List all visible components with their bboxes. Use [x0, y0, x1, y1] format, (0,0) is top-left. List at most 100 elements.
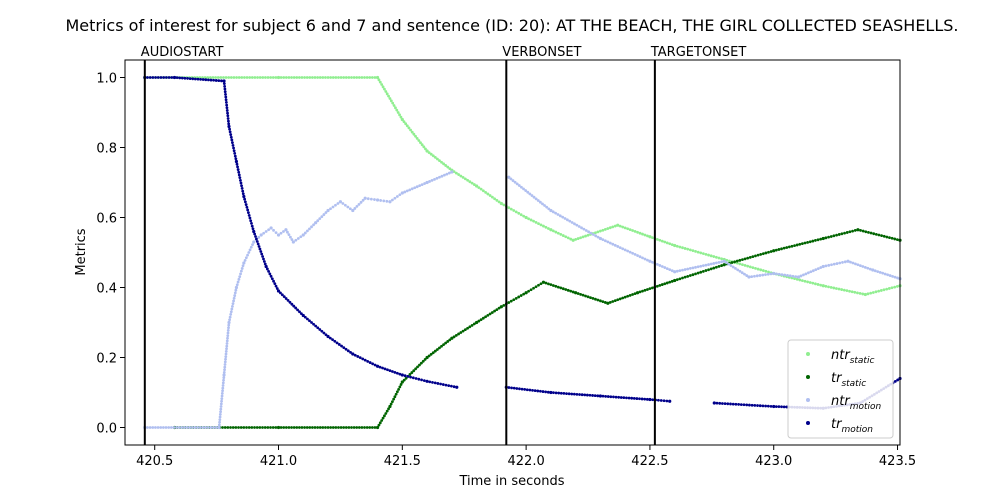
data-point-interp — [728, 259, 731, 263]
data-point — [264, 264, 268, 269]
data-point-interp — [869, 231, 873, 235]
data-point-interp — [579, 292, 582, 296]
x-tick-label: 423.0 — [755, 454, 792, 469]
data-point-interp — [349, 351, 352, 354]
data-point-interp — [887, 287, 891, 290]
data-point-interp — [410, 187, 414, 191]
data-point-interp — [586, 233, 590, 237]
data-point-interp — [237, 173, 241, 177]
data-point-interp — [686, 247, 690, 251]
data-point — [821, 236, 825, 241]
data-point-interp — [329, 76, 333, 79]
data-point-interp — [621, 247, 625, 251]
data-point-interp — [522, 187, 525, 191]
data-point-interp — [712, 255, 716, 258]
data-point-interp — [665, 399, 669, 403]
data-point-interp — [395, 371, 399, 375]
data-point-interp — [764, 251, 768, 255]
data-point-interp — [829, 235, 833, 238]
data-point — [227, 320, 231, 325]
data-point-interp — [726, 402, 730, 406]
data-point — [400, 373, 404, 377]
data-point-interp — [229, 313, 233, 316]
data-point-interp — [835, 233, 838, 237]
data-point-interp — [381, 85, 385, 89]
data-point-interp — [236, 280, 240, 284]
data-point — [284, 228, 288, 232]
data-point-interp — [569, 237, 573, 241]
data-point-interp — [544, 225, 548, 229]
data-point-interp — [544, 390, 548, 394]
data-point-interp — [223, 426, 227, 429]
data-point-interp — [808, 281, 812, 284]
data-point-interp — [169, 426, 173, 429]
data-point-interp — [359, 200, 363, 204]
data-point-interp — [258, 426, 262, 429]
data-point-interp — [287, 426, 291, 429]
data-point-interp — [224, 357, 227, 361]
data-point-interp — [554, 391, 558, 395]
data-point-interp — [159, 426, 163, 429]
data-point-interp — [393, 395, 397, 399]
data-point-interp — [591, 394, 594, 397]
data-point-interp — [418, 184, 422, 188]
data-point-interp — [241, 192, 245, 196]
data-point-interp — [512, 298, 516, 302]
data-point-interp — [196, 77, 200, 81]
data-point-interp — [511, 179, 515, 182]
data-point-interp — [880, 234, 883, 238]
data-point-interp — [561, 215, 565, 219]
data-point-interp — [435, 157, 439, 161]
data-point-interp — [527, 289, 530, 293]
data-point-interp — [211, 76, 215, 79]
data-point-interp — [769, 272, 773, 276]
data-point-interp — [337, 426, 340, 429]
data-point-interp — [470, 181, 474, 185]
data-point-interp — [245, 426, 248, 429]
data-point-interp — [646, 234, 649, 238]
data-point-interp — [167, 426, 171, 429]
data-point — [400, 191, 404, 195]
data-point-interp — [529, 288, 533, 292]
data-point-interp — [585, 393, 589, 397]
data-point-interp — [843, 260, 847, 264]
data-point — [673, 243, 677, 248]
data-point — [450, 170, 454, 174]
data-point-interp — [641, 289, 644, 293]
data-point-interp — [388, 97, 392, 100]
data-point-interp — [533, 389, 537, 393]
data-point-interp — [151, 76, 155, 79]
data-point-interp — [633, 230, 637, 233]
data-point-interp — [333, 339, 337, 343]
data-point — [351, 352, 355, 356]
data-point-interp — [248, 76, 252, 79]
data-point-interp — [517, 211, 521, 215]
data-point-interp — [631, 251, 634, 255]
data-point-interp — [584, 229, 588, 232]
data-point-interp — [827, 263, 831, 267]
data-point-interp — [628, 250, 632, 254]
data-point-interp — [811, 281, 815, 285]
data-point-interp — [373, 198, 376, 201]
data-point-interp — [232, 296, 236, 300]
data-point-interp — [788, 274, 792, 278]
data-point-interp — [303, 315, 307, 319]
data-point-interp — [234, 157, 238, 161]
data-point-interp — [608, 226, 612, 230]
data-point-interp — [447, 384, 451, 388]
data-point-interp — [507, 386, 511, 389]
data-point-interp — [299, 235, 303, 239]
data-point-interp — [495, 198, 499, 202]
data-point — [375, 425, 380, 430]
data-point-interp — [445, 172, 449, 176]
data-point-interp — [218, 412, 222, 416]
data-point-interp — [219, 410, 222, 414]
data-point-interp — [701, 252, 705, 256]
data-point-interp — [148, 76, 152, 79]
data-point-interp — [439, 382, 442, 386]
data-point-interp — [750, 403, 754, 407]
data-point-interp — [282, 295, 286, 299]
data-point-interp — [253, 426, 256, 429]
data-point-interp — [444, 383, 448, 387]
